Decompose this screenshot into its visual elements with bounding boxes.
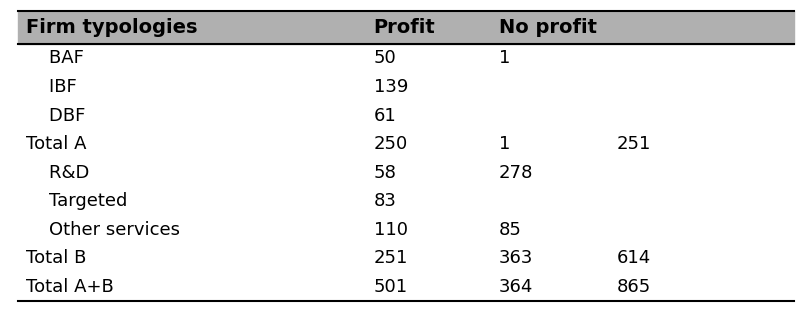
Text: 501: 501	[373, 278, 407, 296]
Text: 278: 278	[499, 164, 533, 182]
Text: Targeted: Targeted	[26, 192, 127, 210]
Text: 85: 85	[499, 221, 521, 239]
Text: 363: 363	[499, 250, 533, 267]
Text: 1: 1	[499, 135, 510, 153]
Text: Total A: Total A	[26, 135, 86, 153]
Text: BAF: BAF	[26, 49, 84, 67]
Text: DBF: DBF	[26, 107, 85, 124]
Text: Total A+B: Total A+B	[26, 278, 114, 296]
Text: IBF: IBF	[26, 78, 76, 96]
Text: 865: 865	[616, 278, 650, 296]
Text: Profit: Profit	[373, 18, 435, 37]
Text: 614: 614	[616, 250, 650, 267]
Text: 61: 61	[373, 107, 396, 124]
Text: 50: 50	[373, 49, 396, 67]
Bar	[18, 11, 793, 44]
Text: 1: 1	[499, 49, 510, 67]
Text: 110: 110	[373, 221, 407, 239]
Text: 364: 364	[499, 278, 533, 296]
Text: 58: 58	[373, 164, 396, 182]
Text: 139: 139	[373, 78, 407, 96]
Text: 251: 251	[616, 135, 650, 153]
Text: Total B: Total B	[26, 250, 86, 267]
Text: 83: 83	[373, 192, 396, 210]
Text: Firm typologies: Firm typologies	[26, 18, 197, 37]
Text: 250: 250	[373, 135, 407, 153]
Text: No profit: No profit	[499, 18, 596, 37]
Text: Other services: Other services	[26, 221, 179, 239]
Text: 251: 251	[373, 250, 407, 267]
Text: R&D: R&D	[26, 164, 89, 182]
